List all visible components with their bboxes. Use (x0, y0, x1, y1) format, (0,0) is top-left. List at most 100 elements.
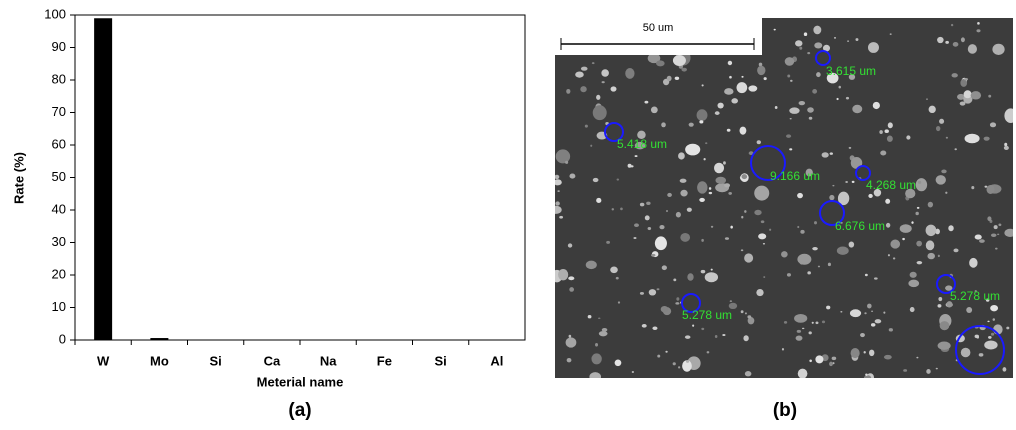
particle (676, 297, 679, 300)
particle (702, 84, 704, 86)
particle (874, 277, 878, 279)
particle (764, 77, 767, 80)
particle (864, 375, 871, 380)
particle (855, 38, 858, 41)
particle (689, 123, 694, 127)
particle (987, 321, 989, 323)
particle (832, 357, 837, 360)
particle (815, 321, 818, 324)
particle (916, 178, 927, 191)
particle (617, 179, 619, 181)
particle (971, 91, 982, 99)
particle (786, 134, 791, 137)
particle (727, 129, 731, 132)
particle (581, 67, 588, 71)
particle (601, 69, 609, 76)
x-tick-label: Ca (264, 353, 281, 368)
particle (813, 26, 821, 35)
particle (893, 257, 895, 259)
particle (888, 122, 893, 128)
measure-label: 5.278 um (682, 308, 732, 322)
particle (871, 311, 873, 312)
measure-label: 5.278 um (950, 289, 1000, 303)
particle (556, 149, 570, 163)
particle (723, 161, 726, 164)
particle (611, 86, 617, 91)
particle (580, 86, 586, 92)
particle (595, 343, 598, 347)
particle (938, 304, 942, 307)
particle (566, 337, 577, 347)
particle (941, 170, 946, 174)
x-tick-label: Fe (377, 353, 392, 368)
particle (699, 198, 705, 202)
x-axis-label: Meterial name (257, 374, 344, 389)
particle (599, 331, 608, 336)
particle (652, 326, 657, 330)
particle (616, 277, 619, 280)
particle (985, 186, 988, 188)
particle (948, 225, 953, 231)
particle (625, 68, 634, 79)
y-tick-label: 20 (52, 266, 66, 281)
particle (837, 247, 849, 255)
particle (884, 355, 892, 360)
particle (673, 55, 686, 66)
particle (939, 119, 944, 124)
particle (722, 334, 725, 336)
particle (975, 235, 982, 240)
particle (612, 208, 614, 210)
particle (754, 210, 761, 215)
particle (657, 355, 660, 358)
particle (675, 77, 680, 80)
particle (565, 161, 568, 164)
particle (717, 103, 723, 109)
particle (661, 306, 669, 313)
particle (729, 76, 732, 79)
particle (715, 335, 718, 338)
particle (568, 276, 574, 280)
particle (871, 323, 876, 326)
particle (655, 236, 667, 250)
particle (916, 241, 922, 247)
particle (869, 350, 874, 356)
particle (656, 60, 665, 66)
particle (1004, 146, 1009, 150)
particle (1002, 367, 1006, 371)
particle (632, 371, 634, 373)
particle (557, 190, 560, 192)
particle (936, 126, 940, 131)
particle (860, 333, 865, 337)
particle (889, 328, 893, 331)
particle (640, 203, 645, 207)
particle (880, 151, 886, 156)
particle (775, 106, 778, 109)
x-tick-label: W (97, 353, 110, 368)
particle (951, 24, 953, 26)
particle (701, 239, 704, 242)
particle (797, 330, 801, 333)
particle (797, 193, 803, 198)
particle (555, 201, 560, 205)
particle (987, 216, 991, 221)
particle (645, 215, 650, 220)
particle (987, 185, 995, 194)
particle (789, 148, 792, 150)
particle (799, 47, 802, 50)
measure-label: 3.615 um (826, 64, 876, 78)
y-tick-label: 60 (52, 136, 66, 151)
particle (744, 210, 746, 213)
particle (649, 289, 656, 295)
particle (965, 134, 980, 143)
particle (763, 276, 765, 278)
particle (673, 362, 676, 365)
particle (953, 249, 958, 253)
particle (678, 366, 680, 368)
particle (707, 351, 710, 353)
sem-image: 50 um 3.615 um 5.418 um 9.166 um 4.268 u… (550, 18, 1016, 381)
particle (568, 243, 572, 247)
particle (798, 369, 808, 379)
particle (830, 152, 833, 155)
y-tick-label: 10 (52, 299, 66, 314)
particle (667, 193, 672, 197)
